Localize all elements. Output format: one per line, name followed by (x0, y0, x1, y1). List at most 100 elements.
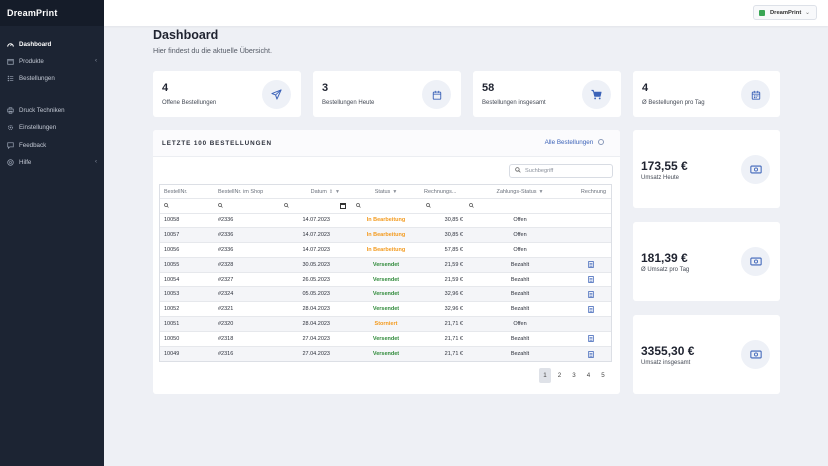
brand-logo[interactable]: DreamPrint (7, 8, 58, 18)
sidebar-item-hilfe[interactable]: Hilfe ‹ (0, 155, 104, 169)
stat-label: Bestellungen Heute (322, 100, 375, 106)
table-row[interactable]: 10056 #2336 14.07.2023 In Bearbeitung 57,85 … (160, 243, 611, 258)
payment-status: Bezahlt (510, 306, 530, 313)
paper-plane-icon (262, 80, 291, 109)
order-nr: 10056 (164, 246, 180, 253)
table-row[interactable]: 10052 #2321 28.04.2023 Versendet 32,96 € Beza… (160, 302, 611, 318)
order-date: 28.04.2023 (302, 306, 330, 313)
order-amount: 21,59 € (444, 261, 463, 268)
table-row[interactable]: 10051 #2320 28.04.2023 Storniert 21,71 € Offe… (160, 317, 611, 332)
order-nr: 10058 (164, 217, 180, 224)
calendar-icon[interactable] (340, 202, 346, 209)
filter-input-status[interactable] (356, 199, 416, 213)
shop-icon (759, 9, 765, 16)
cart-icon (582, 80, 611, 109)
search-icon (515, 167, 521, 175)
order-nr: 10057 (164, 232, 180, 239)
page-button-4[interactable]: 4 (586, 372, 591, 379)
invoice-icon[interactable] (585, 302, 597, 316)
order-amount: 30,85 € (444, 232, 463, 239)
order-amount: 32,96 € (444, 306, 463, 313)
shop-order-nr: #2316 (218, 351, 234, 358)
table-row[interactable]: 10054 #2327 26.05.2023 Versendet 21,59 € Beza… (160, 273, 611, 288)
sidebar-item-druck-techniken[interactable]: Druck Techniken (0, 103, 104, 117)
filter-icon[interactable]: ▼ (335, 188, 340, 195)
invoice-icon[interactable] (585, 258, 597, 272)
sidebar-item-feedback[interactable]: Feedback (0, 138, 104, 152)
column-header-nr[interactable]: BestellNr. (164, 188, 188, 195)
stat-value: 3 (322, 82, 329, 94)
sidebar-item-einstellungen[interactable]: Einstellungen (0, 120, 104, 134)
search-icon (284, 203, 289, 208)
page-button-5[interactable]: 5 (601, 372, 605, 379)
all-orders-link[interactable]: Alle Bestellungen (545, 139, 604, 146)
sidebar-item-dashboard[interactable]: Dashboard (0, 37, 104, 51)
payment-status: Bezahlt (510, 335, 530, 342)
orders-card: LETZTE 100 BESTELLUNGEN Alle Bestellunge… (153, 130, 620, 394)
page-button-2[interactable]: 2 (557, 372, 562, 379)
search-input[interactable]: Suchbegriff (509, 164, 613, 178)
shop-order-nr: #2336 (218, 246, 234, 253)
invoice-icon[interactable] (585, 273, 597, 287)
revenue-label: Umsatz insgesamt (641, 360, 691, 366)
table-row[interactable]: 10050 #2318 27.04.2023 Versendet 21,71 € Beza… (160, 332, 611, 347)
user-menu-button[interactable]: DreamPrint ⌄ (753, 5, 817, 20)
filter-input-shop-nr[interactable] (218, 199, 288, 213)
sidebar-header: DreamPrint (0, 0, 104, 26)
table-row[interactable]: 10057 #2336 14.07.2023 In Bearbeitung 30,85 … (160, 228, 611, 244)
filter-input-payment[interactable] (469, 199, 509, 213)
page-button-1[interactable]: 1 (539, 368, 551, 383)
table-row[interactable]: 10055 #2328 30.05.2023 Versendet 21,59 € Beza… (160, 257, 611, 273)
column-header-date[interactable]: Datum ⇕ ▼ (310, 188, 340, 195)
table-row[interactable]: 10049 #2316 27.04.2023 Versendet 21,71 € Beza… (160, 346, 611, 362)
search-placeholder: Suchbegriff (525, 168, 554, 174)
order-nr: 10053 (164, 291, 180, 298)
shop-order-nr: #2321 (218, 306, 234, 313)
column-header-status[interactable]: Status ▼ (374, 188, 398, 195)
invoice-icon[interactable] (585, 332, 597, 346)
sort-icon[interactable]: ⇕ (328, 188, 334, 195)
page-button-3[interactable]: 3 (572, 372, 576, 379)
order-date: 14.07.2023 (302, 246, 330, 253)
payment-status: Bezahlt (510, 291, 530, 298)
order-amount: 21,59 € (444, 276, 463, 283)
column-header-shop-nr[interactable]: BestellNr. im Shop (218, 188, 264, 195)
order-amount: 30,85 € (444, 217, 463, 224)
table-row[interactable]: 10058 #2336 14.07.2023 In Bearbeitung 30,85 … (160, 214, 611, 229)
sidebar-item-produkte[interactable]: Produkte ‹ (0, 54, 104, 68)
revenue-value: 181,39 € (641, 251, 688, 265)
money-icon (741, 155, 770, 184)
filter-input-date[interactable] (284, 199, 346, 213)
stat-label: Ø Bestellungen pro Tag (642, 100, 705, 106)
payment-status: Bezahlt (510, 261, 530, 268)
column-header-amount[interactable]: Rechnungs... (424, 188, 457, 195)
status-badge: In Bearbeitung (366, 246, 406, 253)
status-badge: Versendet (372, 351, 400, 358)
calendar-days-icon (741, 80, 770, 109)
sidebar-item-bestellungen[interactable]: Bestellungen (0, 71, 104, 85)
table-row[interactable]: 10053 #2324 05.05.2023 Versendet 32,96 € Beza… (160, 287, 611, 303)
filter-input-nr[interactable] (164, 199, 214, 213)
invoice-icon[interactable] (585, 287, 597, 301)
filter-icon[interactable]: ▼ (392, 188, 398, 195)
column-header-payment[interactable]: Zahlungs-Status ▼ (496, 188, 544, 195)
status-badge: In Bearbeitung (366, 217, 406, 224)
order-date: 30.05.2023 (302, 261, 330, 268)
invoice-icon[interactable] (585, 347, 597, 362)
gear-icon (7, 124, 14, 131)
stat-value: 58 (482, 82, 495, 94)
stat-value: 4 (642, 82, 649, 94)
order-amount: 57,85 € (444, 246, 463, 253)
shop-order-nr: #2320 (218, 320, 234, 327)
chevron-down-icon: ⌄ (804, 10, 810, 16)
order-date: 28.04.2023 (302, 320, 330, 327)
status-badge: In Bearbeitung (366, 232, 406, 239)
filter-input-amount[interactable] (426, 199, 466, 213)
shop-order-nr: #2336 (218, 217, 234, 224)
filter-icon[interactable]: ▼ (538, 188, 544, 195)
shop-order-nr: #2327 (218, 276, 234, 283)
feedback-icon (7, 141, 14, 149)
stat-label: Offene Bestellungen (162, 100, 217, 106)
box-icon (7, 58, 14, 65)
